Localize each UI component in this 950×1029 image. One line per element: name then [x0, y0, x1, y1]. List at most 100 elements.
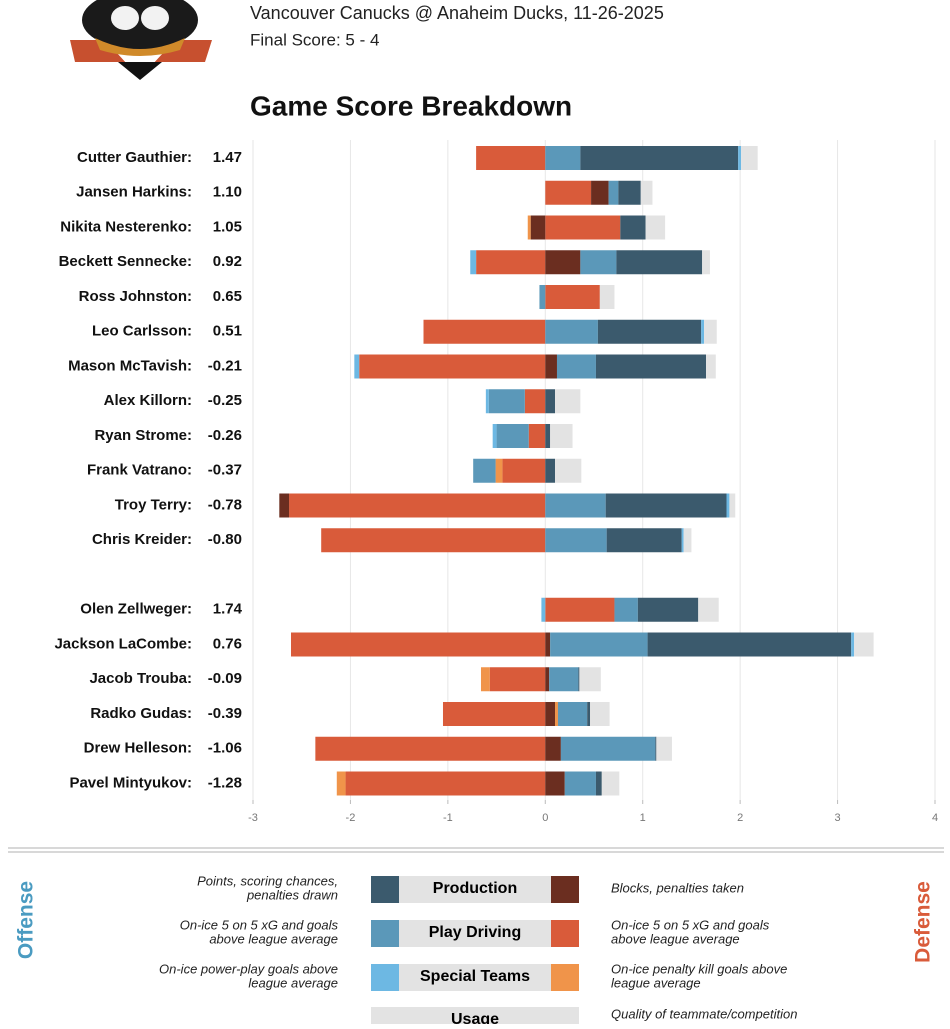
game-score: -0.26: [208, 427, 242, 444]
bar-segment: [545, 424, 551, 448]
bar-segment: [289, 493, 546, 518]
bar-segment: [557, 702, 588, 726]
game-score: 1.05: [213, 218, 242, 235]
bar-segment: [599, 285, 615, 309]
game-score: 0.76: [213, 635, 242, 652]
bar-segment: [541, 597, 546, 622]
x-tick-label: 2: [737, 812, 743, 824]
logo: [70, 0, 212, 80]
bar-segment: [549, 667, 579, 692]
bar-segment: [597, 319, 702, 344]
bar-segment: [647, 632, 852, 657]
bar-segment: [616, 250, 703, 275]
bar-segment: [601, 771, 620, 796]
bar-segment: [618, 180, 641, 205]
bar-segment: [550, 424, 573, 448]
player-name: Troy Terry:: [115, 496, 192, 513]
bar-segment: [683, 528, 692, 553]
matchup: Vancouver Canucks @ Anaheim Ducks, 11-26…: [250, 3, 664, 23]
bar-segment: [656, 736, 672, 761]
bar-segment: [555, 702, 558, 726]
bar-segment: [485, 389, 489, 414]
x-tick-label: -1: [443, 812, 453, 824]
bar-segment: [590, 702, 610, 726]
game-score: -0.78: [208, 496, 242, 513]
bar-segment: [702, 250, 710, 275]
x-tick-label: 3: [835, 812, 841, 824]
x-tick-label: -3: [248, 812, 258, 824]
bar-segment: [495, 458, 503, 483]
game-score: -1.28: [208, 774, 242, 791]
legend-label: Production: [433, 880, 517, 897]
bar-segment: [473, 458, 496, 483]
bar-segment: [488, 389, 525, 414]
bar-segment: [545, 702, 556, 726]
legend-description: On-ice 5 on 5 xG and goals: [611, 917, 770, 932]
bar-segment: [591, 180, 609, 205]
bar-segment: [336, 771, 346, 796]
x-tick-label: 4: [932, 812, 938, 824]
bar-segment: [496, 424, 529, 448]
player-name: Jacob Trouba:: [89, 670, 192, 687]
bar-segment: [545, 285, 600, 309]
bar-segment: [606, 528, 682, 553]
bar-segment: [476, 146, 546, 170]
chart-title: Game Score Breakdown: [250, 90, 572, 121]
bar-segment: [645, 215, 666, 240]
game-score: -1.06: [208, 740, 242, 757]
bar-segment: [681, 528, 684, 553]
defense-label: Defense: [912, 881, 935, 963]
bar-segment: [741, 146, 758, 170]
bar-segment: [354, 354, 360, 379]
bar-segment: [578, 667, 580, 692]
legend-description: On-ice 5 on 5 xG and goals: [180, 917, 339, 932]
player-name: Pavel Mintyukov:: [69, 774, 192, 791]
legend-swatch: [551, 876, 579, 903]
bar-segment: [545, 319, 598, 344]
bar-segment: [637, 597, 699, 622]
player-name: Jansen Harkins:: [76, 184, 192, 201]
game-score: 0.65: [213, 288, 242, 305]
legend-label: Play Driving: [429, 924, 521, 941]
player-name: Frank Vatrano:: [87, 462, 192, 479]
legend-description: above league average: [209, 931, 338, 946]
player-name: Chris Kreider:: [92, 531, 192, 548]
game-score: 0.51: [213, 323, 242, 340]
game-score: -0.80: [208, 531, 242, 548]
player-name: Nikita Nesterenko:: [60, 218, 192, 235]
bar-segment: [545, 215, 621, 240]
bar-segment: [290, 632, 546, 657]
bar-segment: [614, 597, 638, 622]
bar-segment: [545, 493, 606, 518]
legend-swatch: [551, 920, 579, 947]
legend-description: On-ice penalty kill goals above: [611, 961, 787, 976]
bar-segment: [545, 146, 581, 170]
bar-segment: [556, 354, 596, 379]
bar-segment: [564, 771, 596, 796]
legend-label: Special Teams: [420, 968, 530, 985]
legend-description: Blocks, penalties taken: [611, 880, 744, 895]
bar-segment: [528, 424, 546, 448]
bar-segment: [655, 736, 657, 761]
bar-segment: [545, 597, 615, 622]
bar-segment: [726, 493, 730, 518]
bar-segment: [545, 354, 557, 379]
bar-segment: [502, 458, 546, 483]
bar-segment: [545, 632, 551, 657]
bar-segment: [579, 667, 601, 692]
bar-segment: [555, 458, 582, 483]
bar-segment: [442, 702, 546, 726]
bar-segment: [480, 667, 490, 692]
bar-segment: [345, 771, 546, 796]
bar-segment: [620, 215, 646, 240]
game-score: 1.74: [213, 601, 243, 618]
game-score: 1.47: [213, 149, 242, 166]
x-tick-label: 1: [640, 812, 646, 824]
player-name: Mason McTavish:: [68, 357, 192, 374]
bar-segment: [545, 771, 565, 796]
bar-segment: [545, 180, 592, 205]
legend-description: Quality of teammate/competition: [611, 1006, 797, 1021]
player-name: Jackson LaCombe:: [54, 635, 192, 652]
game-score: -0.21: [208, 357, 242, 374]
